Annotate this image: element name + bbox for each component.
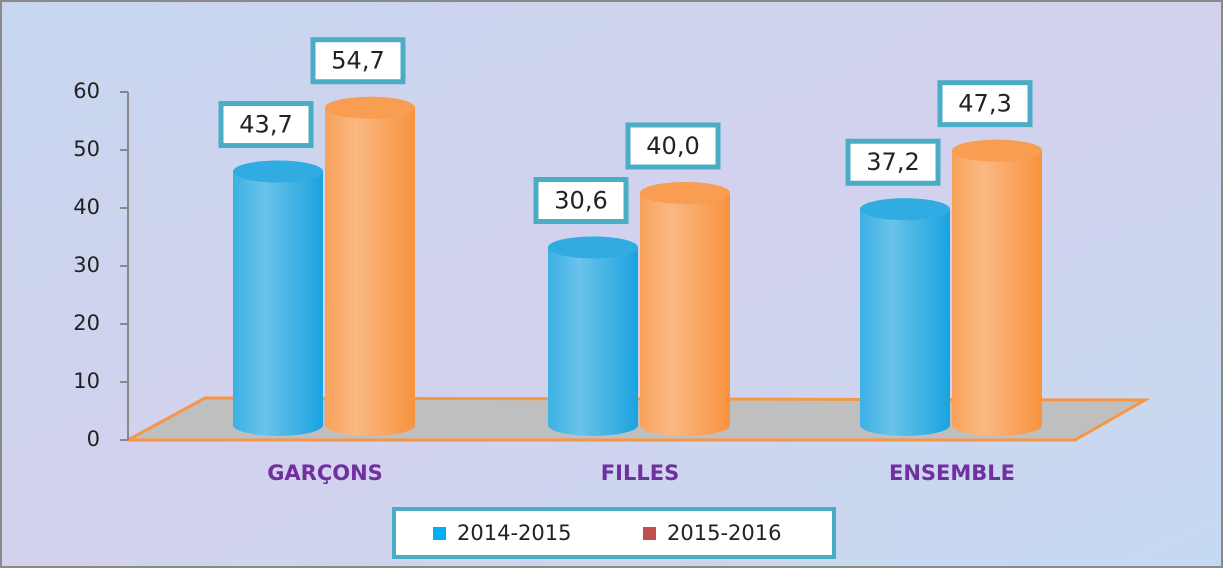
bar-top — [548, 236, 638, 259]
x-tick-label: ENSEMBLE — [889, 461, 1015, 485]
value-label-box — [937, 80, 1033, 128]
bar-top — [325, 96, 415, 119]
bar-top — [640, 182, 730, 204]
y-tick-label: 20 — [73, 311, 100, 335]
legend-box — [392, 507, 836, 559]
value-label-box — [218, 101, 314, 149]
value-label-box — [310, 37, 406, 85]
y-tick-label: 40 — [73, 195, 100, 219]
legend-swatch — [643, 527, 656, 540]
legend-label: 2014-2015 — [457, 521, 571, 545]
legend-swatch — [433, 527, 446, 540]
value-label: 40,0 — [646, 132, 699, 160]
value-label: 37,2 — [866, 148, 919, 176]
value-label: 30,6 — [554, 187, 607, 215]
value-label-box — [533, 177, 629, 225]
bar-top — [233, 160, 323, 183]
bar — [860, 198, 950, 436]
bar — [952, 139, 1042, 436]
value-label-box — [625, 122, 721, 170]
value-label: 43,7 — [239, 111, 292, 139]
bar — [640, 182, 730, 436]
value-label-box — [845, 138, 941, 186]
x-tick-label: FILLES — [601, 461, 679, 485]
y-tick-label: 0 — [87, 427, 100, 451]
bar-top — [952, 139, 1042, 162]
y-tick-label: 60 — [73, 79, 100, 103]
bar-top — [860, 198, 950, 221]
value-label: 47,3 — [958, 90, 1011, 118]
bar — [548, 236, 638, 436]
y-tick-label: 10 — [73, 369, 100, 393]
bar — [325, 96, 415, 437]
y-tick-label: 30 — [73, 253, 100, 277]
x-tick-label: GARÇONS — [267, 461, 383, 485]
value-label: 54,7 — [331, 47, 384, 75]
bar — [233, 160, 323, 437]
y-tick-label: 50 — [73, 137, 100, 161]
legend-label: 2015-2016 — [667, 521, 781, 545]
